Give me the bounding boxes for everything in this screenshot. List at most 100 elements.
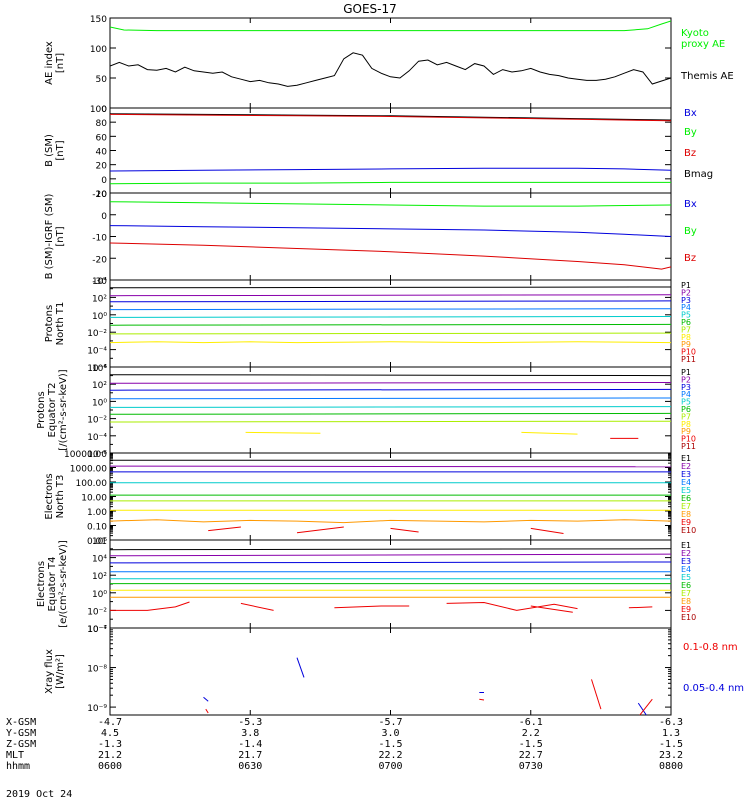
y-axis-label-et4: [e/(cm²-s-sr-keV)] [58,540,69,628]
legend-entry-pt1: P10 [681,348,696,357]
y-axis-label-et4: Electrons [36,561,47,607]
legend-entry-pt2: P3 [681,383,691,392]
x-row-value: 22.7 [519,750,543,761]
y-tick-label-ae: 150 [90,15,107,25]
chart-title: GOES-17 [343,2,397,16]
legend-entry-xray: 0.05-0.4 nm [683,683,744,694]
x-row-value: 0600 [98,761,122,772]
x-row-value: 3.0 [381,728,399,739]
y-tick-label-et3: 1.00 [87,508,107,518]
x-row-value: 1.3 [662,728,680,739]
series-line-pt1-0 [110,286,671,289]
y-tick-label-ae: 50 [96,75,108,85]
series-line-et3-1 [110,465,671,468]
series-line-et3-7 [110,519,671,524]
series-line-bsm-0 [110,113,671,121]
series-line-pt2-7 [245,431,321,434]
series-line-xray-0 [203,696,209,702]
y-tick-label-pt1: 10⁻² [87,329,107,339]
legend-entry-ae: Themis AE [680,71,734,82]
series-line-et4-11 [446,601,578,611]
y-axis-label-bsm: B (SM) [44,134,55,167]
legend-entry-bsm: Bmag [684,169,713,180]
y-tick-label-et4: 10⁻² [87,607,107,617]
y-tick-label-bsm: 0 [101,176,107,186]
x-row-value: 0700 [378,761,402,772]
legend-entry-et3: E1 [681,454,691,463]
series-line-bsm-3 [110,181,671,185]
y-tick-label-et3: 0.01 [87,537,107,547]
y-tick-label-xray: 10⁻⁸ [87,665,107,675]
series-line-pt1-4 [110,316,671,318]
y-tick-label-bigrf: -30 [92,277,107,287]
series-line-et3-9 [296,526,344,534]
y-axis-label-pt2: Equator T2 [47,383,58,438]
x-row-value: -6.3 [659,717,683,728]
legend-entry-et4: E4 [681,565,691,574]
y-tick-label-xray: 10⁻⁷ [87,625,107,635]
y-tick-label-pt1: 10² [92,294,107,304]
x-row-value: 2.2 [522,728,540,739]
y-tick-label-pt2: 10⁻⁴ [87,433,107,443]
y-axis-label-pt2: Protons [36,391,47,428]
legend-entry-pt1: P7 [681,325,691,334]
series-line-pt2-4 [110,406,671,408]
panel-frame-xray [109,627,672,716]
y-tick-label-xray: 10⁻⁹ [87,704,107,714]
legend-entry-bsm: Bx [684,108,697,119]
series-line-bigrf-0 [110,201,671,207]
legend-entry-et3: E3 [681,470,691,479]
legend-entry-et3: E9 [681,518,691,527]
y-tick-label-pt1: 10⁰ [92,312,107,322]
series-line-pt2-0 [110,374,671,377]
x-row-label: X-GSM [6,717,36,728]
legend-entry-et3: E7 [681,502,691,511]
x-axis-annotation: X-GSM -4.7 -5.3 -5.7 -6.1 -6.3 Y-GSM 4.5 3.8 3.0 2… [6,717,683,772]
series-line-pt1-6 [110,332,671,335]
panel-frame-ae [109,17,672,109]
legend-entry-et4: E10 [681,613,696,622]
x-row-value: -1.3 [98,739,122,750]
legend-entry-et4: E7 [681,589,691,598]
y-tick-label-bsm: 100 [90,105,107,115]
series-line-et3-11 [530,527,564,534]
series-group-pt2 [110,374,671,439]
series-line-pt1-7 [110,341,671,344]
x-row-value: -1.5 [659,739,683,750]
x-row-value: 0730 [519,761,543,772]
series-group-bigrf [110,201,671,270]
legend-entry-et3: E6 [681,494,691,503]
legend-entry-pt2: P8 [681,420,691,429]
series-line-et4-0 [110,548,671,551]
legend-entry-pt2: P9 [681,427,691,436]
series-line-et4-13 [628,606,653,609]
y-tick-label-pt2: 10⁻² [87,416,107,426]
panel-frame-bsm [109,107,672,194]
y-tick-label-pt1: 10⁴ [92,277,107,287]
y-tick-label-bsm: 20 [96,162,108,172]
y-tick-label-et3: 10000.00 [64,450,107,460]
series-line-pt2-3 [110,397,671,400]
y-axis-label-pt1: Protons [44,305,55,342]
legend-entry-pt1: P9 [681,340,691,349]
legend-entry-pt1: P3 [681,296,691,305]
x-row-value: -1.4 [238,739,262,750]
x-row-value: 3.8 [241,728,259,739]
y-tick-label-et4: 10⁶ [92,537,107,547]
series-line-ae-0 [110,20,671,32]
series-line-pt2-1 [110,382,671,384]
y-tick-label-ae: 0 [101,105,107,115]
x-row-label: MLT [6,750,24,761]
series-line-xray-1 [296,657,305,678]
series-line-pt1-5 [110,323,671,326]
legend-entry-pt2: P7 [681,412,691,421]
x-row-value: 21.2 [98,750,122,761]
series-line-et4-8 [110,601,190,611]
legend-entry-et3: E4 [681,478,691,487]
x-row-value: 4.5 [101,728,119,739]
panel-frame-pt2 [109,366,672,454]
y-tick-label-pt2: 10² [92,381,107,391]
